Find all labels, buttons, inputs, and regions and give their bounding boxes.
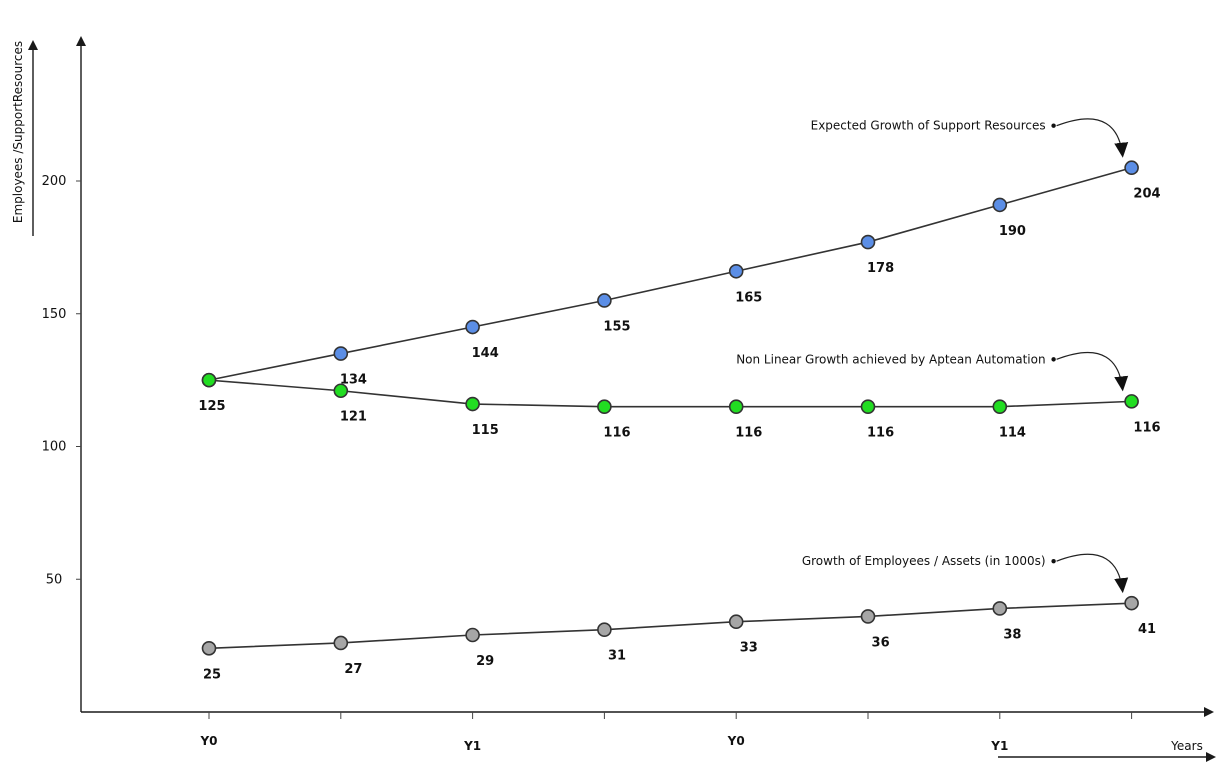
annotation-text: Non Linear Growth achieved by Aptean Aut… — [736, 352, 1045, 366]
data-point — [728, 399, 744, 414]
data-point — [201, 640, 217, 656]
data-label: 165 — [735, 290, 762, 305]
data-point — [860, 609, 876, 624]
data-point — [992, 601, 1008, 616]
data-label: 155 — [603, 319, 630, 334]
data-point — [597, 622, 612, 637]
data-label: 144 — [472, 346, 499, 361]
annotation-1: Non Linear Growth achieved by Aptean Aut… — [736, 351, 1129, 392]
data-label: 178 — [867, 261, 894, 276]
data-point — [1124, 394, 1139, 409]
data-point — [597, 399, 612, 414]
data-point — [992, 197, 1008, 213]
y-ticks: 50 100 150 200 — [42, 174, 81, 587]
data-label: 38 — [1003, 627, 1021, 642]
y-tick-label: 50 — [46, 572, 63, 587]
series-line — [208, 166, 1132, 381]
data-label: 190 — [999, 224, 1026, 239]
data-label: 116 — [735, 426, 762, 441]
series-line — [208, 379, 1132, 408]
x-axis-label: Years — [1170, 739, 1203, 753]
data-point — [465, 396, 480, 412]
data-point — [201, 372, 217, 388]
x-tick-label: Y0 — [199, 734, 217, 748]
annotation-0: Expected Growth of Support Resources — [811, 118, 1129, 158]
data-label: 134 — [340, 373, 367, 388]
axes: Employees /SupportResources Years — [11, 36, 1216, 762]
data-label: 115 — [472, 423, 499, 438]
data-point — [333, 346, 349, 361]
data-label: 116 — [1133, 420, 1160, 435]
data-point — [465, 319, 480, 335]
data-point — [860, 399, 876, 414]
data-label: 36 — [872, 635, 890, 650]
annotations: Expected Growth of Support Resources Non … — [736, 118, 1129, 594]
data-point — [728, 614, 744, 630]
y-axis-label: Employees /SupportResources — [11, 41, 25, 223]
x-tick-label: Y1 — [463, 739, 481, 753]
x-tick-label: Y0 — [727, 734, 745, 748]
data-label: 33 — [740, 641, 758, 656]
annotation-text: Expected Growth of Support Resources — [811, 119, 1046, 133]
data-label: 116 — [603, 426, 630, 441]
data-label: 116 — [867, 426, 894, 441]
data-label: 121 — [340, 410, 367, 425]
data-label: 31 — [608, 649, 626, 664]
data-label: 27 — [344, 662, 362, 677]
data-label: 114 — [999, 426, 1026, 441]
series-line — [208, 602, 1132, 650]
data-point — [992, 399, 1008, 414]
data-label: 125 — [198, 399, 225, 414]
annotation-arrow — [1056, 553, 1129, 594]
data-point — [597, 293, 612, 308]
data-label: 204 — [1133, 187, 1160, 202]
data-point — [333, 635, 349, 651]
annotation-dot — [1051, 357, 1056, 362]
y-tick-label: 200 — [42, 174, 67, 189]
annotation-2: Growth of Employees / Assets (in 1000s) — [802, 553, 1129, 594]
annotation-arrow — [1056, 351, 1129, 392]
series-1: 121 115 116 116 116 114 116 — [201, 372, 1161, 441]
data-point — [1124, 160, 1139, 176]
data-label: 25 — [203, 667, 221, 682]
annotation-dot — [1051, 123, 1056, 128]
y-tick-label: 150 — [42, 307, 67, 322]
annotation-text: Growth of Employees / Assets (in 1000s) — [802, 554, 1046, 568]
data-label: 41 — [1138, 622, 1156, 637]
data-label: 29 — [476, 654, 494, 669]
data-point — [860, 234, 876, 250]
series-2: 25 27 29 31 33 36 38 41 — [201, 595, 1156, 682]
data-point — [1124, 595, 1139, 611]
x-ticks: Y0 Y1 Y0 Y1 — [199, 712, 1133, 753]
data-point — [465, 627, 480, 643]
data-point — [728, 263, 744, 279]
data-point — [333, 383, 349, 399]
x-tick-label: Y1 — [990, 739, 1008, 753]
y-tick-label: 100 — [42, 440, 67, 455]
annotation-dot — [1051, 558, 1056, 564]
annotation-arrow — [1056, 118, 1129, 158]
series-0: 125 134 144 155 165 178 190 204 — [198, 160, 1161, 414]
